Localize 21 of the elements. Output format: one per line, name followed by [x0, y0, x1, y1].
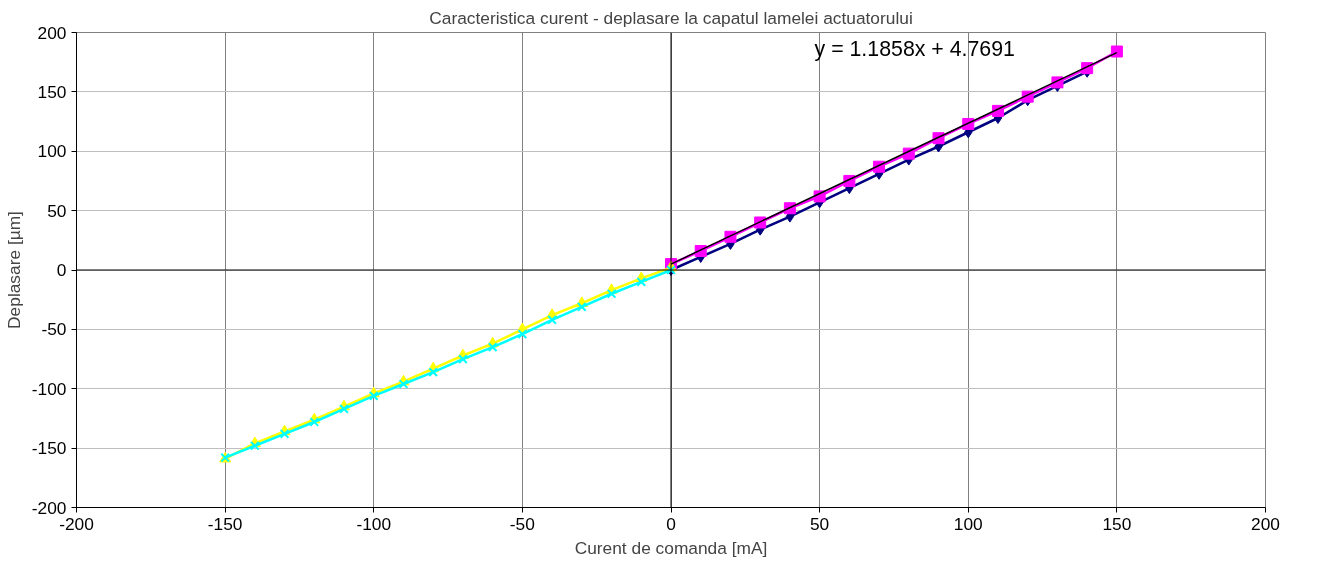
y-tick-label: 100	[37, 141, 67, 162]
x-tick-label: 150	[1102, 513, 1132, 534]
chart-title: Caracteristica curent - deplasare la capatul lamelei actuatorului	[429, 7, 913, 28]
x-tick-label: 0	[666, 513, 676, 534]
x-tick-label: -150	[207, 513, 243, 534]
x-tick-label: -100	[356, 513, 392, 534]
x-tick-label: 100	[953, 513, 983, 534]
y-tick-label: -50	[41, 319, 67, 340]
x-axis-title: Curent de comanda [mA]	[574, 537, 768, 558]
y-tick-label: 50	[47, 200, 67, 221]
y-tick-label: -150	[31, 438, 67, 459]
y-tick-label: -100	[31, 378, 67, 399]
x-tick-label: 50	[809, 513, 830, 534]
y-tick-label: 200	[37, 22, 67, 43]
y-axis-title: Deplasare [µm]	[3, 211, 24, 329]
y-tick-label: -200	[31, 497, 67, 518]
annotation: y = 1.1858x + 4.7691	[814, 37, 1015, 62]
y-tick-label: 150	[37, 81, 67, 102]
y-tick-label: 0	[56, 260, 67, 280]
x-tick-label: -50	[509, 513, 535, 534]
x-tick-label: 200	[1251, 513, 1280, 534]
